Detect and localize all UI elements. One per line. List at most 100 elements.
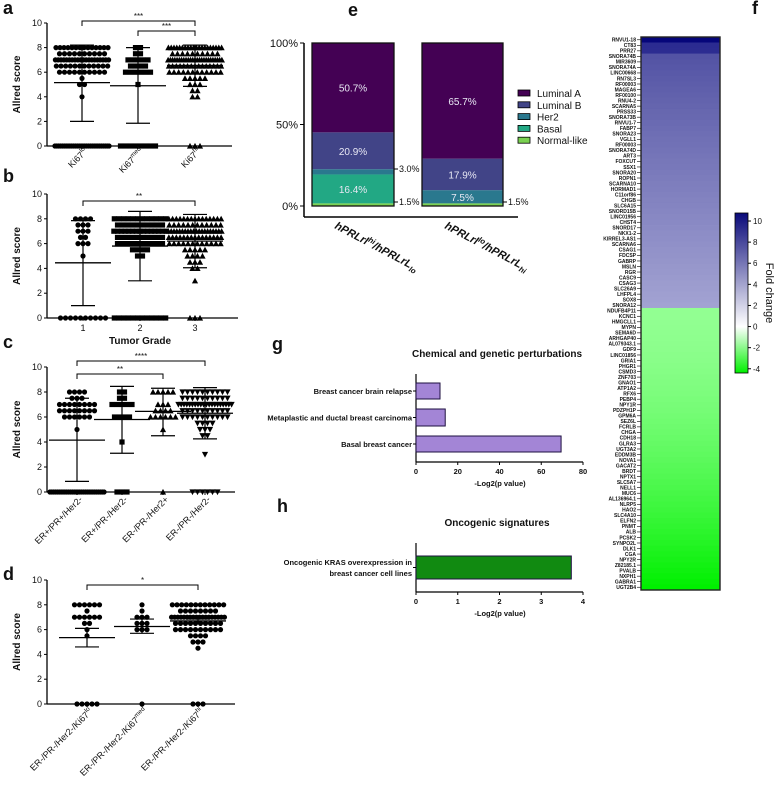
label-base: 1 <box>80 323 85 333</box>
data-point <box>124 241 131 247</box>
bar-segment <box>312 174 394 204</box>
data-point <box>204 389 211 396</box>
data-point <box>134 234 141 240</box>
x-axis-title: -Log2(p value) <box>474 479 526 488</box>
heatmap-cell <box>641 534 720 541</box>
heatmap-cell <box>641 523 720 530</box>
data-point <box>154 401 162 408</box>
data-point <box>119 234 126 240</box>
data-point <box>203 221 210 228</box>
data-point <box>197 627 204 633</box>
data-point <box>190 701 196 707</box>
data-point <box>96 602 103 608</box>
data-point <box>194 489 201 496</box>
heatmap-cell <box>641 197 720 204</box>
gene-label: PHGR1 <box>619 364 636 370</box>
gene-label: MAGEA6 <box>615 87 637 93</box>
gene-label: PRSS33 <box>617 109 636 115</box>
data-point <box>181 246 189 253</box>
data-point <box>224 389 231 396</box>
data-point <box>212 620 219 627</box>
data-point <box>209 408 216 414</box>
data-point <box>217 620 224 627</box>
x-tick-label: Ki67hi <box>178 146 202 170</box>
y-axis-title: Allred score <box>12 400 23 458</box>
bar-segment <box>312 43 394 133</box>
data-point <box>169 388 177 395</box>
heatmap-cell <box>641 108 720 115</box>
data-point <box>208 240 215 247</box>
data-point <box>204 489 211 496</box>
data-point <box>125 57 131 63</box>
heatmap-cell <box>641 97 720 104</box>
data-point <box>142 69 149 75</box>
data-point <box>132 51 139 57</box>
data-point <box>66 389 73 395</box>
x-axis-title: Tumor Grade <box>109 336 171 347</box>
gene-label: RF00003 <box>615 143 636 149</box>
data-point <box>179 389 186 396</box>
data-point <box>207 602 213 608</box>
y-tick-label: 10 <box>32 362 42 372</box>
heatmap-cell <box>641 70 720 77</box>
heatmap-cell <box>641 518 720 525</box>
gene-label: HAO2 <box>622 508 636 514</box>
gene-label: CGA <box>625 552 637 558</box>
data-point <box>66 69 73 75</box>
data-point <box>81 401 88 408</box>
data-point <box>212 221 220 228</box>
gene-label: GABRA1 <box>615 580 636 586</box>
heatmap-cell <box>641 225 720 231</box>
data-point <box>203 240 210 247</box>
gene-label: NLRP5 <box>620 502 637 508</box>
category-label: Breast cancer brain relapse <box>314 387 412 396</box>
significance-stars: *** <box>162 22 171 31</box>
data-point <box>139 222 146 228</box>
data-point <box>118 228 124 234</box>
heatmap-cell <box>641 208 720 215</box>
data-point <box>75 228 81 234</box>
gene-label: Z82185.1 <box>615 563 636 569</box>
heatmap-cell <box>641 418 720 425</box>
label-base: ER-/PR-/Her2- <box>164 494 212 542</box>
panel-label: f <box>752 0 759 18</box>
legend-label: Normal-like <box>537 136 588 147</box>
data-point <box>69 45 75 51</box>
gene-label: SNORA74B <box>609 54 637 60</box>
gene-label: GRIA1 <box>621 358 637 364</box>
data-point <box>116 414 123 420</box>
gene-label: GNAO1 <box>618 380 636 386</box>
data-point <box>91 614 98 620</box>
data-point <box>71 401 78 408</box>
data-point <box>189 252 196 259</box>
y-tick-label: 8 <box>37 214 42 224</box>
data-point <box>57 315 64 321</box>
gene-label: GLRA3 <box>619 441 636 447</box>
heatmap-cell <box>641 131 720 137</box>
gene-label: SNORA23 <box>612 132 636 138</box>
data-point <box>71 69 78 75</box>
gene-label: CHGB <box>621 198 636 204</box>
data-point <box>194 252 201 259</box>
data-point <box>127 143 134 149</box>
data-point <box>204 414 211 421</box>
heatmap-cell <box>641 390 720 397</box>
y-tick-label: 0 <box>37 313 42 323</box>
data-point <box>180 221 187 228</box>
data-point <box>94 701 100 707</box>
gene-label: HORMAD1 <box>611 187 636 193</box>
heatmap-cell <box>641 258 720 265</box>
significance-bracket <box>76 360 206 366</box>
segment-value-label: 7.5% <box>451 193 474 204</box>
label-base: ER+/PR+/Her2- <box>33 494 85 546</box>
heatmap-cell <box>641 158 720 165</box>
data-point <box>174 50 181 57</box>
data-point <box>127 63 134 69</box>
data-point <box>56 401 63 408</box>
data-point <box>163 216 169 222</box>
data-point <box>85 222 91 228</box>
heatmap-cell <box>641 457 720 464</box>
panel-label: d <box>3 564 14 584</box>
bar-segment <box>422 203 503 206</box>
data-point <box>200 701 206 707</box>
